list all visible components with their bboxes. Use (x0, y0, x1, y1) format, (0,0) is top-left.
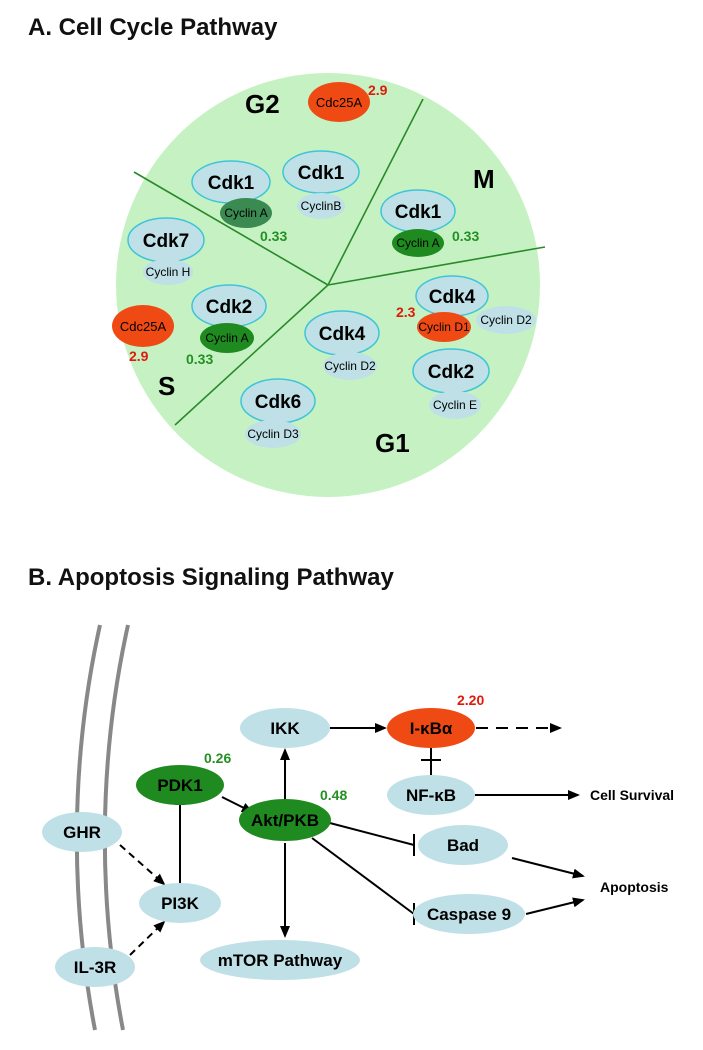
pi3k-label: PI3K (161, 894, 200, 913)
g1-cyclin-d2-b-node (323, 352, 377, 380)
ikba-value: 2.20 (457, 692, 484, 708)
s-cdk2-label: Cdk2 (206, 297, 252, 318)
phase-label-m: M (473, 164, 495, 194)
phase-label-g1: G1 (375, 428, 410, 458)
ikba-label: I-κBα (410, 719, 453, 738)
s-cdc25a-label: Cdc25A (120, 319, 167, 334)
divider-s-g2 (133, 171, 329, 286)
g1-cyclin-d1-node (417, 312, 471, 342)
pdk1-value: 0.26 (204, 750, 231, 766)
akt-value: 0.48 (320, 787, 347, 803)
g2-cdc25a-node (308, 82, 370, 122)
s-cyclin-h-label: Cyclin H (146, 265, 191, 279)
g1-cyclin-d1-label: Cyclin D1 (418, 320, 470, 334)
panel-a-title: A. Cell Cycle Pathway (28, 14, 278, 41)
s-cyclin-a-node (200, 323, 254, 353)
edge-caspase9-apoptosis (525, 897, 585, 915)
ikk-label: IKK (270, 719, 300, 738)
s-cdk7-label: Cdk7 (143, 231, 189, 252)
nfkb-label: NF-κB (406, 786, 456, 805)
g2-cdc25a-value: 2.9 (368, 82, 388, 98)
il3r-node (55, 947, 135, 987)
caspase9-node (413, 894, 525, 934)
akt-node (239, 799, 331, 841)
panel-b-title: B. Apoptosis Signaling Pathway (28, 564, 394, 591)
edge-bad-apoptosis (511, 857, 585, 879)
s-cdc25a-node (112, 305, 174, 347)
g1-cyclin-d3-label: Cyclin D3 (247, 427, 299, 441)
g1-cdk4-b-label: Cdk4 (319, 324, 366, 345)
akt-label: Akt/PKB (251, 811, 319, 830)
g1-cyclin-e-node (429, 391, 481, 419)
g2-cyclin-a-value: 0.33 (260, 228, 287, 244)
nfkb-node (387, 775, 475, 815)
mtor-label: mTOR Pathway (218, 951, 343, 970)
bad-node (418, 825, 508, 865)
g1-cyclin-e-label: Cyclin E (433, 398, 477, 412)
m-cyclin-a-node (392, 229, 444, 257)
pdk1-node (136, 765, 224, 805)
g2-cdk1-b-label: Cdk1 (298, 163, 345, 184)
g2-cdc25a-label: Cdc25A (316, 95, 363, 110)
ghr-label: GHR (63, 823, 101, 842)
g2-cyclin-b-node (297, 193, 345, 219)
edge-akt-inhibits-bad (325, 821, 415, 846)
apoptosis-label: Apoptosis (600, 879, 669, 895)
phase-label-g2: G2 (245, 89, 280, 119)
g1-cyclin-d1-value: 2.3 (396, 304, 416, 320)
s-cyclin-a-label: Cyclin A (205, 331, 248, 345)
ghr-node (42, 812, 122, 852)
s-cyclin-a-value: 0.33 (186, 351, 213, 367)
pdk1-label: PDK1 (157, 776, 202, 795)
edge-il3r-pi3k (129, 920, 166, 956)
g2-cyclin-a-node (220, 198, 272, 228)
g1-cyclin-d2-a-label: Cyclin D2 (480, 313, 532, 327)
edge-akt-inhibits-caspase9 (311, 837, 415, 915)
g1-cyclin-d2-a-node (476, 306, 536, 334)
edge-ghr-pi3k (119, 844, 166, 886)
ikk-node (240, 708, 330, 748)
m-cdk1-label: Cdk1 (395, 202, 442, 223)
g1-cdk6-label: Cdk6 (255, 392, 301, 413)
m-cyclin-a-value: 0.33 (452, 228, 479, 244)
pi3k-node (139, 883, 221, 923)
s-cyclin-h-node (143, 259, 193, 285)
g1-cyclin-d2-b-label: Cyclin D2 (324, 359, 376, 373)
phase-label-s: S (158, 371, 175, 401)
mtor-node (200, 940, 360, 980)
il3r-label: IL-3R (74, 958, 117, 977)
caspase9-label: Caspase 9 (427, 905, 511, 924)
s-cdc25a-value: 2.9 (129, 348, 149, 364)
ikba-node (387, 708, 475, 748)
g2-cdk1-a-label: Cdk1 (208, 173, 255, 194)
g1-cyclin-d3-node (245, 420, 301, 448)
m-cyclin-a-label: Cyclin A (396, 236, 439, 250)
cell-survival-label: Cell Survival (590, 787, 674, 803)
g2-cyclin-a-label: Cyclin A (224, 206, 267, 220)
g2-cyclin-b-label: CyclinB (301, 199, 342, 213)
bad-label: Bad (447, 836, 479, 855)
divider-g2-m (327, 98, 424, 286)
divider-g1-s (174, 284, 329, 426)
divider-m-g1 (327, 246, 546, 286)
g1-cdk2-label: Cdk2 (428, 362, 474, 383)
g1-cdk4-a-label: Cdk4 (429, 287, 476, 308)
